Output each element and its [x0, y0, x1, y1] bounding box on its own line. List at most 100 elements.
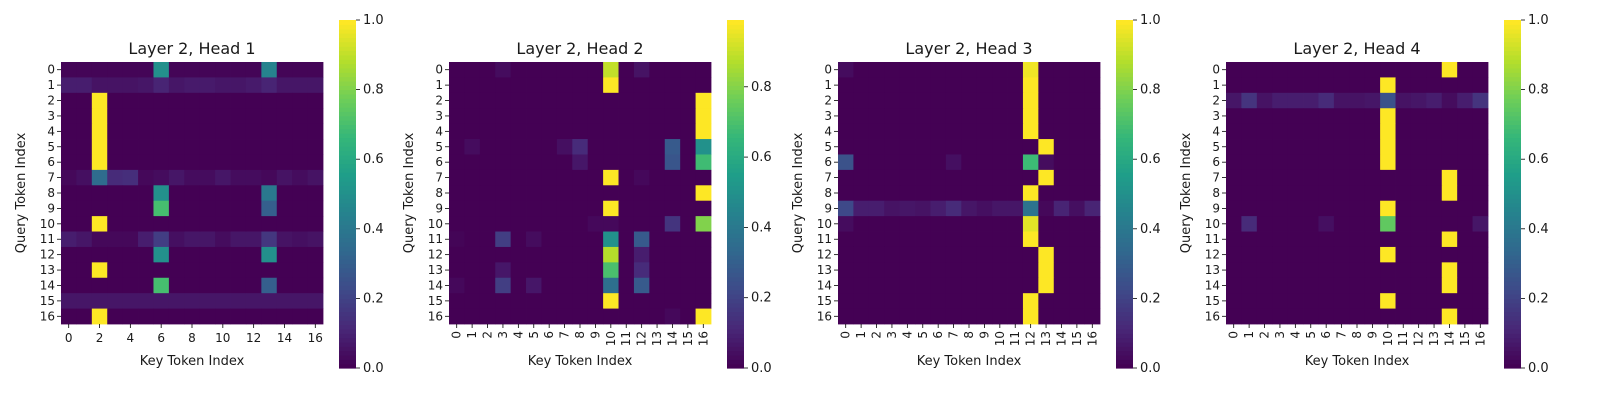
heatmap-cell — [664, 185, 681, 202]
heatmap-cell — [572, 277, 589, 294]
colorbar-segment — [1116, 281, 1133, 286]
heatmap-cell — [526, 139, 542, 155]
heatmap-cell — [884, 123, 901, 140]
heatmap-cell — [1007, 277, 1024, 294]
heatmap-cell — [1472, 123, 1489, 140]
y-tick-label: 0 — [435, 63, 443, 77]
heatmap-cell — [61, 92, 77, 109]
heatmap-cell — [1053, 169, 1070, 186]
colorbar-segment — [1504, 180, 1521, 186]
colorbar-segment — [1116, 85, 1133, 91]
heatmap-cell — [479, 169, 496, 186]
heatmap-cell — [153, 139, 170, 155]
heatmap-cell — [680, 108, 696, 125]
y-tick-label: 4 — [1212, 124, 1220, 138]
colorbar-segment — [1504, 133, 1521, 139]
heatmap-cell — [1426, 262, 1443, 279]
heatmap-cell — [945, 200, 962, 217]
colorbar-segment — [339, 176, 356, 182]
heatmap-cell — [199, 277, 216, 294]
colorbar-tick-label: 0.0 — [363, 361, 384, 376]
heatmap-cell — [1007, 231, 1024, 248]
heatmap-cell — [276, 293, 293, 309]
heatmap-cell — [1395, 62, 1412, 78]
heatmap-cell — [572, 262, 589, 279]
heatmap-cell — [587, 293, 604, 309]
heatmap-cell — [1318, 277, 1335, 294]
heatmap-cell — [1457, 62, 1473, 78]
heatmap-cell — [1241, 123, 1258, 140]
heatmap-cell — [1069, 216, 1085, 232]
heatmap-cell — [1441, 154, 1458, 171]
heatmap-cell — [961, 262, 978, 279]
heatmap-cell — [138, 169, 154, 186]
colorbar-segment — [727, 350, 744, 356]
y-tick-label: 5 — [435, 140, 443, 154]
colorbar-segment — [1116, 146, 1133, 152]
x-tick-label: 15 — [1458, 331, 1472, 346]
heatmap-cell — [1303, 92, 1319, 109]
heatmap-cell — [915, 185, 931, 202]
heatmap-cell — [1256, 154, 1273, 171]
heatmap-cell — [449, 262, 465, 279]
heatmap-cell — [633, 293, 650, 309]
heatmap-cell — [899, 293, 916, 309]
heatmap-cell — [618, 231, 635, 248]
heatmap-cell — [122, 185, 139, 202]
heatmap-cell — [1457, 246, 1473, 263]
heatmap-cell — [603, 139, 619, 155]
heatmap-cell — [1038, 139, 1055, 155]
colorbar-segment — [727, 237, 744, 243]
x-tick-label: 4 — [127, 331, 135, 345]
heatmap-cell — [1395, 123, 1412, 140]
colorbar-segment — [1116, 215, 1133, 221]
heatmap-cell — [680, 123, 696, 140]
heatmap-cell — [976, 262, 993, 279]
colorbar-tick-label: 0.6 — [1140, 152, 1161, 167]
heatmap-cell — [464, 277, 481, 294]
heatmap-cell — [122, 293, 139, 309]
colorbar-segment — [339, 211, 356, 217]
heatmap-cell — [526, 308, 542, 325]
heatmap-cell — [587, 92, 604, 109]
heatmap-cell — [664, 77, 681, 94]
colorbar-segment — [339, 341, 356, 347]
heatmap-cell — [1364, 169, 1381, 186]
heatmap-cell — [107, 139, 124, 155]
heatmap-cell — [1007, 139, 1024, 155]
colorbar-tick-label: 0.2 — [1528, 291, 1549, 306]
heatmap-cell — [945, 169, 962, 186]
heatmap-cell — [1069, 139, 1085, 155]
colorbar-segment — [339, 307, 356, 313]
heatmap-cell — [168, 185, 185, 202]
colorbar-segment — [727, 189, 744, 195]
colorbar-segment — [1504, 194, 1521, 199]
y-tick-label: 3 — [1212, 109, 1220, 123]
heatmap-cells — [1226, 62, 1489, 325]
heatmap-cell — [1084, 231, 1101, 248]
x-tick-label: 13 — [1427, 331, 1441, 346]
colorbar-segment — [727, 359, 744, 365]
heatmap-cell — [122, 108, 139, 125]
heatmap-cell — [1053, 139, 1070, 155]
heatmap-cell — [510, 77, 527, 94]
colorbar-segment — [727, 137, 744, 143]
heatmap-cell — [107, 108, 124, 125]
heatmap-cell — [495, 231, 512, 248]
heatmap-cell — [1256, 169, 1273, 186]
heatmap-cell — [838, 277, 854, 294]
heatmap-cell — [184, 92, 201, 109]
heatmap-cell — [945, 185, 962, 202]
colorbar-segment — [1504, 28, 1521, 34]
heatmap-cell — [138, 154, 154, 171]
heatmap-cell — [853, 139, 870, 155]
colorbar-segment — [1116, 98, 1133, 104]
heatmap-cell — [1349, 293, 1366, 309]
heatmap-cell — [899, 200, 916, 217]
heatmap-cell — [1303, 277, 1319, 294]
heatmap-cell — [1069, 308, 1085, 325]
heatmap-cell — [1256, 216, 1273, 232]
heatmap-cell — [680, 62, 696, 78]
heatmap-cell — [1256, 185, 1273, 202]
heatmap-cell — [1364, 139, 1381, 155]
